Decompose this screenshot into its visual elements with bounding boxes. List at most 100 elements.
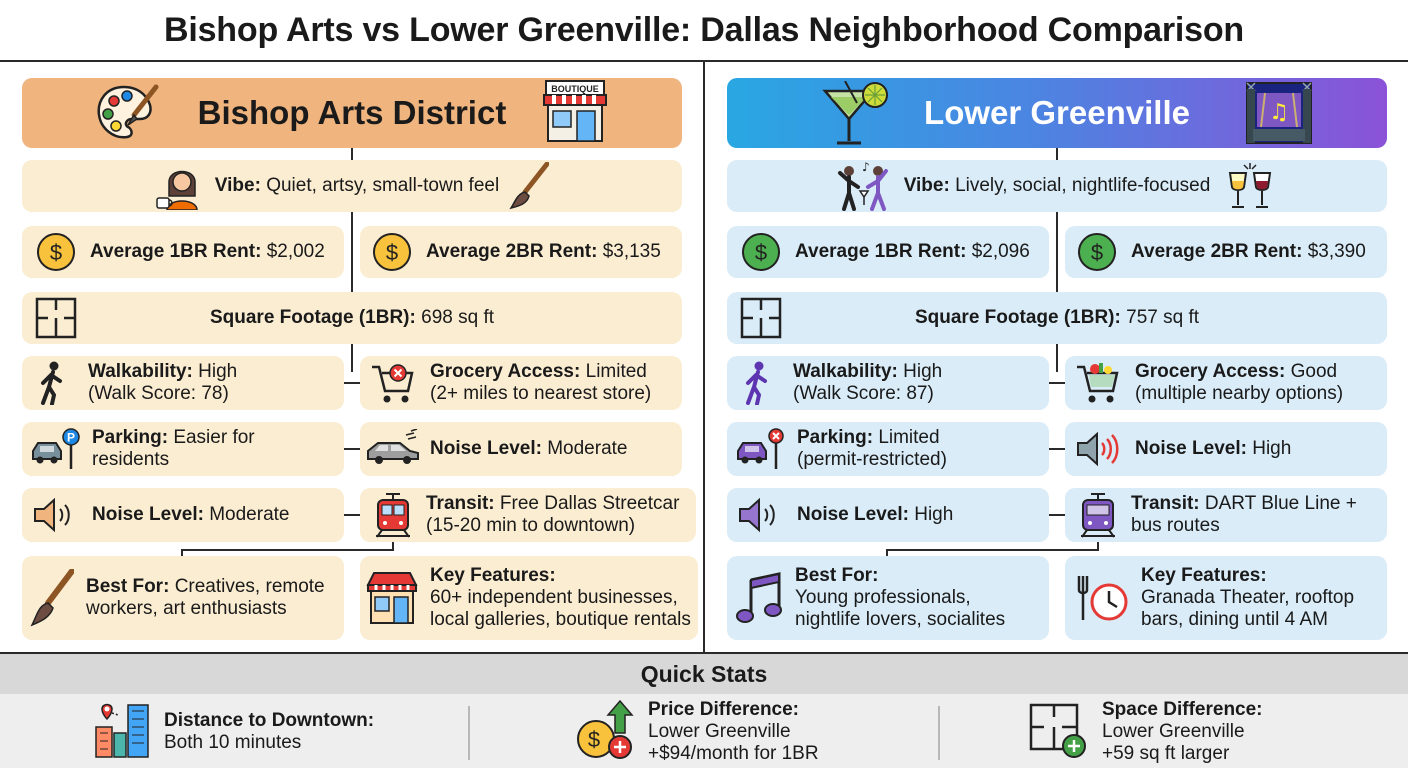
grocery-text: Grocery Access: Limited (2+ miles to near… [430, 361, 682, 405]
walkability-value: High [903, 361, 943, 382]
parking-detail: residents [92, 449, 170, 470]
sqft-label: Square Footage (1BR): [914, 307, 1121, 328]
rent-2br-text: Average 2BR Rent: $3,390 [1131, 241, 1387, 263]
grocery-label: Grocery Access: [1135, 361, 1286, 382]
svg-text:$: $ [588, 727, 600, 752]
sqft-text: Square Footage (1BR): 698 sq ft [210, 307, 494, 329]
speaker-icon [32, 497, 78, 533]
noise-label-a: Noise Level: [92, 504, 204, 525]
noise-card-b: Noise Level: Moderate [360, 422, 682, 476]
transit-label: Transit: [426, 493, 495, 514]
walkability-value: High [198, 361, 238, 382]
best-for-label: Best For: [86, 576, 170, 597]
grocery-text: Grocery Access: Good (multiple nearby opt… [1135, 361, 1387, 405]
best-for-text: Best For: Young professionals, nightlife l… [795, 565, 1049, 631]
svg-text:P: P [67, 431, 75, 445]
noise-value-a: High [914, 504, 954, 525]
paintbrush-icon [30, 569, 74, 627]
transit-value: Free Dallas Streetcar [499, 493, 680, 514]
rent-2br-card: $ Average 2BR Rent: $3,135 [360, 226, 682, 278]
parking-text: Parking: Easier for residents [92, 427, 344, 471]
connector-line [1097, 542, 1099, 550]
svg-text:$: $ [50, 240, 62, 265]
best-for-label: Best For: [795, 565, 879, 586]
quick-stats-heading: Quick Stats [0, 654, 1408, 694]
walkability-label: Walkability: [88, 361, 193, 382]
grocery-value: Good [1290, 361, 1338, 382]
walking-person-icon [741, 361, 775, 405]
vibe-text: Vibe: Lively, social, nightlife-focused [904, 175, 1211, 197]
lower-greenville-header: Lower Greenville ♫ [727, 78, 1387, 148]
noise-card-b: Noise Level: High [1065, 422, 1387, 476]
best-for-line1: Young professionals, [795, 587, 971, 608]
rent-2br-text: Average 2BR Rent: $3,135 [426, 241, 682, 263]
fork-clock-icon [1073, 572, 1129, 624]
paintbrush-icon [509, 162, 550, 210]
parking-label: Parking: [797, 427, 874, 448]
key-features-line2: local galleries, boutique rentals [430, 609, 691, 630]
palette-icon [94, 81, 160, 150]
rent-1br-value: $2,002 [266, 241, 325, 262]
connector-line [392, 542, 394, 550]
distance-text: Distance to Downtown: Both 10 minutes [164, 710, 374, 754]
space-difference-text: Space Difference: Lower Greenville +59 sq … [1102, 699, 1263, 765]
walkability-label: Walkability: [793, 361, 898, 382]
noise-label-b: Noise Level: [430, 438, 542, 459]
distance-stat: Distance to Downtown: Both 10 minutes [92, 694, 374, 768]
stats-divider [938, 706, 940, 760]
dollar-coin-icon: $ [741, 232, 781, 272]
connector-line [344, 382, 360, 384]
bishop-arts-panel: Bishop Arts District BOUTIQUE [0, 62, 703, 652]
bishop-arts-header: Bishop Arts District BOUTIQUE [22, 78, 682, 148]
key-features-label: Key Features: [430, 565, 556, 586]
price-difference-text: Price Difference: Lower Greenville +$94/mo… [648, 699, 819, 765]
parking-detail: (permit-restricted) [797, 449, 947, 470]
streetcar-icon [374, 492, 412, 538]
shopping-cart-x-icon [370, 361, 416, 405]
key-features-line2: bars, dining until 4 AM [1141, 609, 1328, 630]
noise-text-b: Noise Level: High [1135, 438, 1387, 460]
key-features-label: Key Features: [1141, 565, 1267, 586]
car-icon [364, 429, 422, 469]
dollar-coin-icon: $ [36, 232, 76, 272]
svg-text:$: $ [755, 240, 767, 265]
noise-value-b: High [1252, 438, 1292, 459]
best-for-card: Best For: Young professionals, nightlife l… [727, 556, 1049, 640]
lower-greenville-panel: Lower Greenville ♫ ♪ Vibe: Lively, socia… [705, 62, 1408, 652]
rent-1br-label: Average 1BR Rent: [90, 241, 262, 262]
rent-2br-value: $3,135 [602, 241, 661, 262]
grocery-card: Grocery Access: Limited (2+ miles to near… [360, 356, 682, 410]
car-no-parking-icon [735, 427, 785, 471]
lower-greenville-title: Lower Greenville [924, 94, 1190, 131]
best-for-value: Creatives, remote [174, 576, 325, 597]
transit-card: Transit: Free Dallas Streetcar (15-20 min… [360, 488, 696, 542]
walkability-card: Walkability: High (Walk Score: 78) [22, 356, 344, 410]
city-buildings-pin-icon [92, 699, 152, 765]
noise-text-a: Noise Level: Moderate [92, 504, 344, 526]
parking-card: P Parking: Easier for residents [22, 422, 344, 476]
key-features-text: Key Features: 60+ independent businesses,… [430, 565, 698, 631]
parking-label: Parking: [92, 427, 169, 448]
grocery-card: Grocery Access: Good (multiple nearby opt… [1065, 356, 1387, 410]
space-difference-stat: Space Difference: Lower Greenville +59 sq … [1028, 694, 1263, 768]
vibe-value: Lively, social, nightlife-focused [955, 175, 1211, 196]
key-features-line1: 60+ independent businesses, [430, 587, 678, 608]
svg-text:♪: ♪ [862, 161, 870, 174]
cocktail-icon [821, 80, 891, 152]
svg-text:♫: ♫ [1269, 100, 1289, 125]
quick-stats-section: Quick Stats Distance to Downtown: Both 10… [0, 652, 1408, 768]
storefront-icon [366, 571, 418, 625]
space-difference-line2: +59 sq ft larger [1102, 743, 1230, 764]
rent-1br-card: $ Average 1BR Rent: $2,002 [22, 226, 344, 278]
dollar-coin-icon: $ [1077, 232, 1117, 272]
dollar-coin-icon: $ [372, 232, 412, 272]
connector-line [1049, 448, 1065, 450]
parking-card: Parking: Limited (permit-restricted) [727, 422, 1049, 476]
vibe-card: Vibe: Quiet, artsy, small-town feel [22, 160, 682, 212]
distance-label: Distance to Downtown: [164, 710, 375, 731]
transit-detail: (15-20 min to downtown) [426, 515, 636, 536]
car-parking-icon: P [30, 427, 80, 471]
floorplan-plus-icon [1028, 699, 1088, 765]
vibe-card: ♪ Vibe: Lively, social, nightlife-focuse… [727, 160, 1387, 212]
grocery-detail: (2+ miles to nearest store) [430, 383, 652, 404]
